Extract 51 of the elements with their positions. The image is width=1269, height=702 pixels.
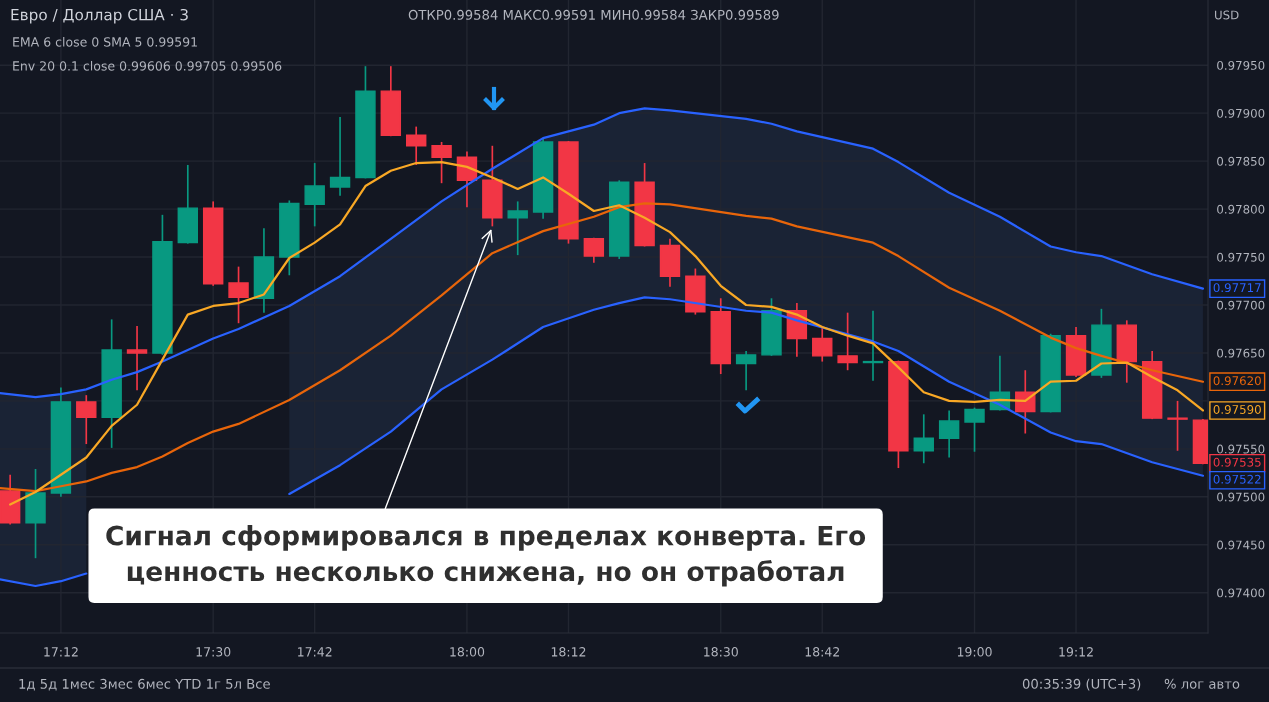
y-tick-label: 0.97800 [1217,204,1265,214]
y-tick-label: 0.97700 [1217,300,1265,310]
candlestick [1167,400,1188,452]
x-tick-label: 18:30 [704,647,738,657]
y-tick-label: 0.97750 [1217,252,1265,262]
candlestick [304,162,325,228]
annotation: ОТКР0.99584 МАКС0.99591 МИН0.99584 ЗАКР0.99589 [408,9,779,20]
candlestick [329,116,351,197]
candlestick [913,413,934,465]
candlestick [735,350,757,392]
y-tick-label: 0.97650 [1217,348,1265,358]
text: Евро / Доллар США · 3 [11,8,188,24]
y-tick-label: 0.97450 [1217,540,1265,550]
text: 0.97535 [1213,457,1261,467]
y-tick-label: 0.97950 [1217,60,1265,70]
text: 1д 5д 1мес 3мес 6мес YTD 1г 5л Все [19,678,270,691]
text: USD [1215,10,1239,20]
data-label: 0.97522 [1213,474,1261,484]
candlestick [431,141,452,185]
y-tick-label: 0.97900 [1217,108,1265,118]
data-label: 0.97717 [1213,283,1261,293]
candlestick [507,200,528,256]
text: % лог авто [1164,678,1240,689]
y-tick-label: 0.97850 [1217,156,1265,166]
x-tick-label: 17:12 [44,647,78,657]
candlestick [812,325,833,363]
candlestick [228,265,249,325]
annotation: EMA 6 close 0 SMA 5 0.99591 [13,36,197,47]
candlestick [837,311,858,372]
candlestick [938,409,960,459]
y-tick-label: 0.97500 [1217,492,1265,502]
annotation: Env 20 0.1 close 0.99606 0.99705 0.99506 [13,60,282,71]
x-tick-label: 17:30 [196,647,231,657]
data-label: 0.97620 [1213,376,1261,386]
x-tick-label: 18:12 [551,647,586,657]
x-tick-label: 19:00 [957,647,992,657]
y-tick-label: 0.97400 [1217,588,1265,598]
x-tick-label: 18:42 [805,647,840,657]
line-series [0,107,1205,399]
candlestick [76,394,97,445]
candlestick [405,125,427,166]
x-tick-label: 18:00 [450,647,485,657]
y-tick-label: 0.97550 [1217,444,1265,454]
candlestick [583,237,605,264]
annotation: Сигнал сформировался в пределах конверта. Его ценность несколько снижена, но он отработал [106,525,866,587]
candlestick [964,406,985,453]
data-label: 0.97590 [1213,404,1261,414]
x-tick-label: 17:42 [298,647,332,657]
text: 00:35:39 (UTC+3) [1022,678,1141,691]
x-tick-label: 19:12 [1059,647,1093,657]
candlestick [126,325,148,392]
